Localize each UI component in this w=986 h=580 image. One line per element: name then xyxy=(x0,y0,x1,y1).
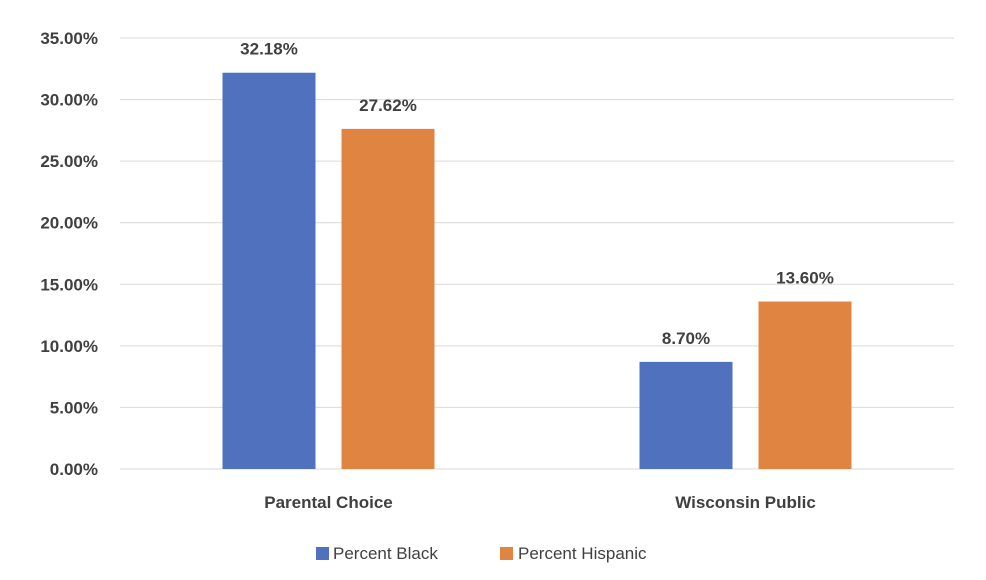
legend-label: Percent Hispanic xyxy=(518,544,647,563)
y-tick-label: 0.00% xyxy=(50,460,98,479)
y-tick-label: 35.00% xyxy=(40,29,98,48)
data-label: 8.70% xyxy=(662,329,710,348)
bars xyxy=(222,72,852,469)
y-tick-label: 5.00% xyxy=(50,398,98,417)
y-axis-ticks: 0.00% 5.00% 10.00% 15.00% 20.00% 25.00% 30.00%… xyxy=(40,29,98,479)
x-axis-categories: Parental Choice Wisconsin Public xyxy=(264,493,816,512)
bar-percent-hispanic-parental-choice xyxy=(341,128,435,469)
legend-swatch xyxy=(500,547,513,560)
data-label: 27.62% xyxy=(359,96,417,115)
bar-percent-black-parental-choice xyxy=(222,72,316,469)
legend-swatch xyxy=(316,547,329,560)
category-label: Parental Choice xyxy=(264,493,393,512)
data-label: 13.60% xyxy=(776,269,834,288)
category-label: Wisconsin Public xyxy=(675,493,816,512)
bar-percent-black-wisconsin-public xyxy=(639,361,733,469)
y-tick-label: 20.00% xyxy=(40,214,98,233)
data-label: 32.18% xyxy=(240,40,298,59)
legend-label: Percent Black xyxy=(333,544,438,563)
y-tick-label: 30.00% xyxy=(40,91,98,110)
y-tick-label: 10.00% xyxy=(40,337,98,356)
bar-percent-hispanic-wisconsin-public xyxy=(758,301,852,469)
y-tick-label: 25.00% xyxy=(40,152,98,171)
y-tick-label: 15.00% xyxy=(40,275,98,294)
data-labels: 32.18% 27.62% 8.70% 13.60% xyxy=(240,40,834,348)
legend: Percent Black Percent Hispanic xyxy=(316,544,647,563)
